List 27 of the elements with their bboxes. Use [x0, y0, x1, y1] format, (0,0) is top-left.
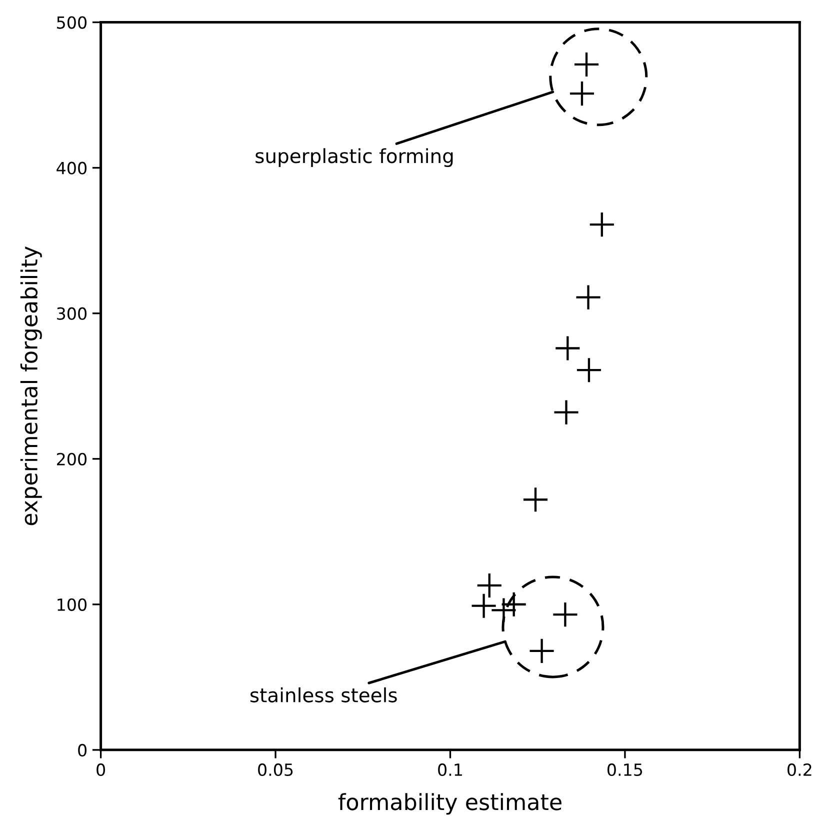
point	[554, 400, 578, 424]
point	[553, 602, 578, 627]
x-tick-label: 0.15	[608, 763, 642, 776]
y-tick-label: 300	[57, 307, 86, 320]
y-tick-label: 0	[78, 744, 86, 756]
annotation: superplastic forming	[256, 148, 453, 168]
point	[576, 358, 601, 382]
y-tick-label: 100	[58, 598, 86, 611]
point	[556, 336, 580, 360]
x-axis-title: formability estimate	[338, 793, 562, 815]
x-tick-label: 0	[96, 763, 105, 776]
point	[472, 594, 496, 618]
point	[523, 488, 548, 512]
point	[590, 212, 614, 237]
point	[530, 638, 554, 663]
x-tick-label: 0.05	[258, 763, 293, 776]
x-tick-label: 0.1	[438, 763, 462, 776]
point	[492, 598, 516, 622]
y-tick-label: 500	[57, 16, 86, 29]
annotation: stainless steels	[250, 687, 397, 702]
point	[576, 285, 600, 310]
x-tick-label: 0.2	[788, 763, 812, 776]
point	[570, 82, 594, 106]
y-tick-label: 400	[56, 162, 86, 174]
point	[477, 573, 502, 598]
y-tick-label: 200	[57, 452, 86, 466]
y-axis-title: experimental forgeability	[20, 246, 42, 526]
